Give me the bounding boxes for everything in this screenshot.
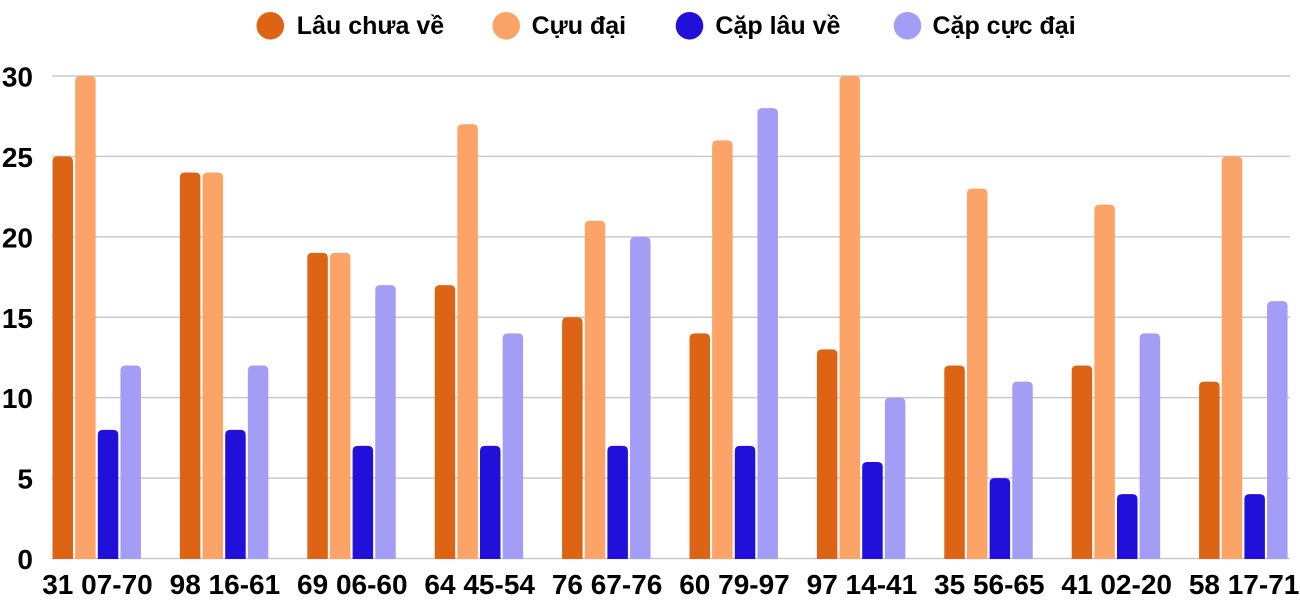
svg-text:30: 30 bbox=[2, 62, 33, 93]
svg-text:10: 10 bbox=[2, 383, 33, 414]
svg-text:98 16-61: 98 16-61 bbox=[170, 569, 281, 600]
svg-text:97 14-41: 97 14-41 bbox=[807, 569, 918, 600]
svg-text:Cặp cực đại: Cặp cực đại bbox=[933, 12, 1076, 40]
svg-text:58 17-71: 58 17-71 bbox=[1189, 569, 1300, 600]
svg-text:15: 15 bbox=[2, 303, 33, 334]
svg-text:Cựu đại: Cựu đại bbox=[532, 12, 627, 40]
svg-text:60 79-97: 60 79-97 bbox=[679, 569, 790, 600]
svg-text:25: 25 bbox=[2, 142, 33, 173]
svg-text:20: 20 bbox=[2, 222, 33, 253]
svg-text:0: 0 bbox=[17, 544, 33, 575]
svg-text:Cặp lâu về: Cặp lâu về bbox=[715, 12, 840, 40]
svg-text:76 67-76: 76 67-76 bbox=[552, 569, 663, 600]
svg-text:35 56-65: 35 56-65 bbox=[934, 569, 1045, 600]
svg-text:69 06-60: 69 06-60 bbox=[297, 569, 408, 600]
svg-text:41 02-20: 41 02-20 bbox=[1061, 569, 1172, 600]
svg-text:5: 5 bbox=[17, 464, 33, 495]
svg-text:31 07-70: 31 07-70 bbox=[42, 569, 153, 600]
svg-text:64 45-54: 64 45-54 bbox=[424, 569, 535, 600]
svg-text:Lâu chưa về: Lâu chưa về bbox=[297, 12, 444, 40]
